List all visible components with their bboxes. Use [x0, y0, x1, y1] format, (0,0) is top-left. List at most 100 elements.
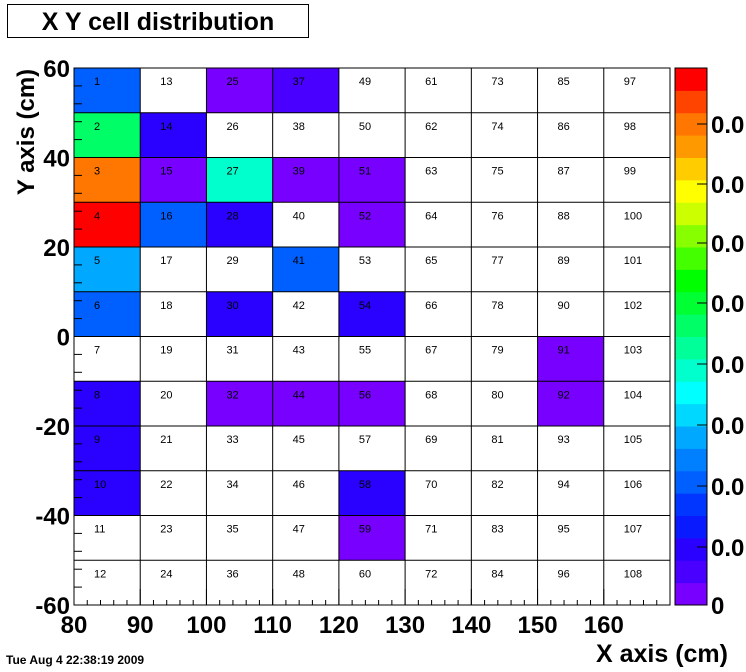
cell-id-label: 1	[94, 76, 100, 88]
cell-id-label: 59	[359, 524, 371, 536]
heatmap-cell-30	[206, 291, 273, 337]
cell-id-label: 83	[491, 524, 503, 536]
cell-id-label: 46	[293, 479, 305, 491]
colorbar-segment	[675, 336, 707, 360]
cell-id-label: 35	[226, 524, 238, 536]
cell-id-label: 38	[293, 121, 305, 133]
cell-id-label: 54	[359, 300, 371, 312]
x-tick-label: 130	[385, 612, 425, 639]
heatmap-cell-5	[74, 247, 141, 292]
colorbar-segment	[675, 269, 707, 293]
colorbar-segment	[675, 403, 707, 427]
cell-id-label: 58	[359, 479, 371, 491]
colorbar-frame	[674, 67, 708, 606]
cell-id-label: 66	[425, 300, 437, 312]
cell-id-label: 43	[293, 345, 305, 357]
heatmap-cell-28	[206, 202, 273, 247]
cell-id-label: 103	[624, 345, 642, 357]
colorbar-segment	[675, 314, 707, 337]
cell-id-label: 64	[425, 210, 437, 222]
cell-id-label: 47	[293, 524, 305, 536]
colorbar-segment	[675, 179, 707, 203]
cell-id-label: 14	[160, 121, 172, 133]
colorbar-segment	[675, 381, 707, 405]
cell-id-label: 100	[624, 210, 642, 222]
colorbar-label: 0.0	[711, 413, 744, 440]
cell-id-label: 5	[94, 255, 100, 267]
cell-id-label: 76	[491, 210, 503, 222]
heatmap-cell-16	[140, 202, 207, 247]
y-axis-label: Y axis (cm)	[13, 69, 40, 195]
heatmap-cell-15	[140, 157, 207, 203]
y-tick-label: 40	[43, 146, 70, 173]
heatmap-cell-37	[272, 68, 339, 113]
y-tick-label: 60	[43, 56, 70, 83]
colorbar-segment	[675, 448, 707, 472]
heatmap-cell-91	[537, 336, 604, 382]
cell-id-label: 29	[226, 255, 238, 267]
heatmap-cell-32	[206, 381, 273, 426]
colorbar-label: 0.0	[711, 352, 744, 379]
cell-id-label: 6	[94, 300, 100, 312]
colorbar-label: 0	[711, 593, 724, 620]
colorbar-segment	[675, 470, 707, 494]
cell-id-label: 108	[624, 568, 642, 580]
cell-id-label: 51	[359, 166, 371, 178]
cell-id-label: 72	[425, 568, 437, 580]
x-tick-label: 100	[186, 612, 226, 639]
cell-id-label: 80	[491, 389, 503, 401]
cell-id-label: 50	[359, 121, 371, 133]
colorbar-segment	[675, 90, 707, 114]
cell-id-label: 91	[558, 345, 570, 357]
cell-id-label: 16	[160, 210, 172, 222]
x-tick-label: 120	[319, 612, 359, 639]
cell-id-label: 73	[491, 76, 503, 88]
cell-id-label: 32	[226, 389, 238, 401]
cell-id-label: 31	[226, 345, 238, 357]
cell-id-label: 45	[293, 434, 305, 446]
cell-id-label: 78	[491, 300, 503, 312]
heatmap-cell-39	[272, 157, 339, 203]
colorbar-segment	[675, 112, 707, 136]
heatmap-cell-44	[272, 381, 339, 426]
heatmap-cell-6	[74, 291, 141, 337]
heatmap-cell-9	[74, 426, 141, 471]
chart-title-box: X Y cell distribution	[7, 4, 309, 38]
y-tick-label: 0	[57, 325, 70, 352]
cell-id-label: 65	[425, 255, 437, 267]
x-tick-label: 150	[518, 612, 558, 639]
cell-id-label: 62	[425, 121, 437, 133]
colorbar-segment	[675, 157, 707, 181]
cell-id-label: 15	[160, 166, 172, 178]
cell-id-label: 102	[624, 300, 642, 312]
cell-id-label: 9	[94, 434, 100, 446]
cell-id-label: 81	[491, 434, 503, 446]
y-tick-label: -20	[35, 414, 70, 441]
x-axis-label: X axis (cm)	[595, 640, 728, 668]
cell-id-label: 69	[425, 434, 437, 446]
cell-id-label: 75	[491, 166, 503, 178]
x-tick-label: 140	[451, 612, 491, 639]
colorbar-label: 0.0	[711, 474, 744, 501]
cell-id-label: 61	[425, 76, 437, 88]
cell-id-label: 36	[226, 568, 238, 580]
heatmap-cell-92	[537, 381, 604, 426]
cell-id-label: 33	[226, 434, 238, 446]
heatmap-cell-41	[272, 247, 339, 292]
cell-id-label: 93	[558, 434, 570, 446]
cell-id-label: 4	[94, 210, 100, 222]
colorbar-segment	[675, 537, 707, 561]
colorbar-segment	[675, 426, 707, 449]
cell-id-label: 7	[94, 345, 100, 357]
colorbar-label: 0.0	[711, 112, 744, 139]
cell-id-label: 18	[160, 300, 172, 312]
cell-id-label: 60	[359, 568, 371, 580]
cell-id-label: 85	[558, 76, 570, 88]
heatmap-cell-3	[74, 157, 141, 203]
cell-id-label: 12	[94, 568, 106, 580]
heatmap-cell-54	[338, 291, 406, 337]
colorbar-segment	[675, 247, 707, 270]
cell-id-label: 21	[160, 434, 172, 446]
cell-id-label: 34	[226, 479, 238, 491]
